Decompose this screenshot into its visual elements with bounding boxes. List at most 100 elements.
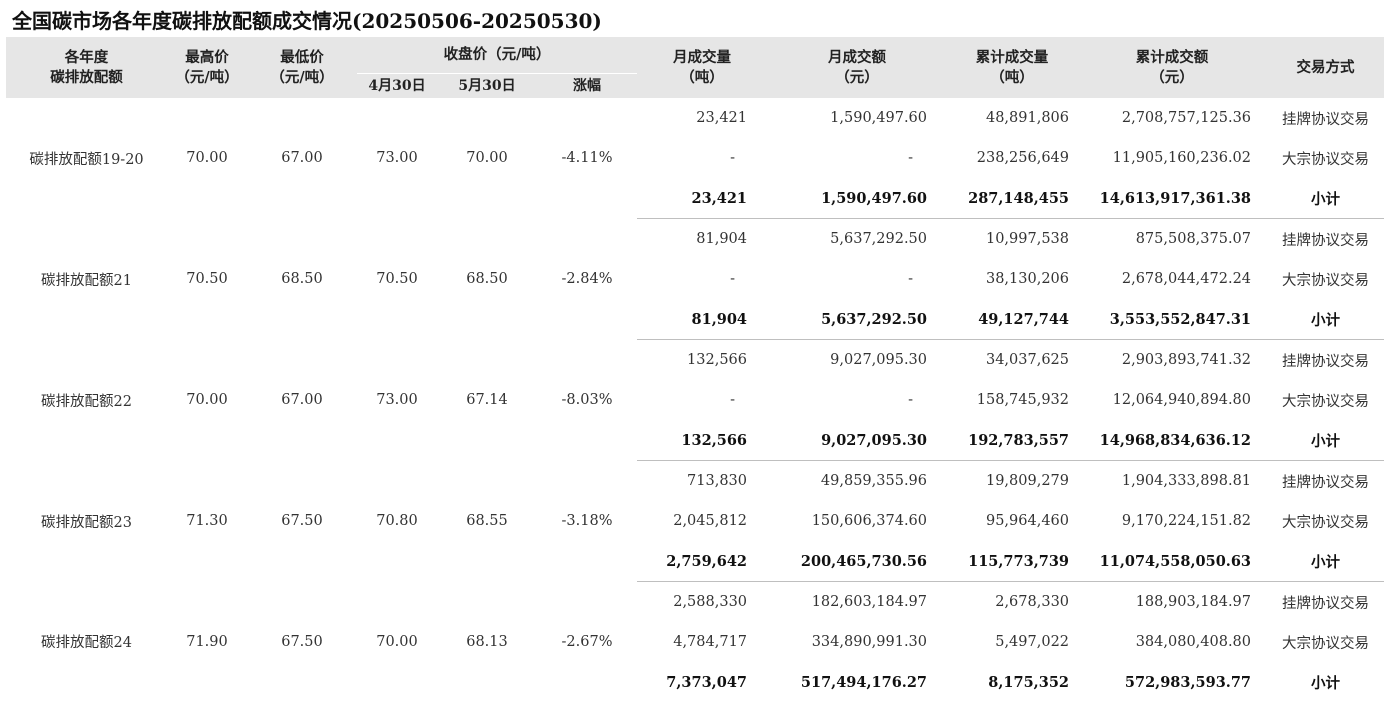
cumulative-amount: 12,064,940,894.80 xyxy=(1077,380,1267,420)
month-volume: 81,904 xyxy=(637,299,767,340)
header-change: 涨幅 xyxy=(537,74,637,99)
cumulative-amount: 11,905,160,236.02 xyxy=(1077,138,1267,178)
low-price: 67.00 xyxy=(247,98,357,219)
month-volume: 713,830 xyxy=(637,461,767,502)
low-price: 68.50 xyxy=(247,219,357,340)
month-volume: - xyxy=(637,380,767,420)
high-price: 70.00 xyxy=(167,98,247,219)
allowance-name: 碳排放配额22 xyxy=(6,340,167,461)
close-apr30: 70.50 xyxy=(357,219,437,340)
cumulative-amount: 1,904,333,898.81 xyxy=(1077,461,1267,502)
price-change: -4.11% xyxy=(537,98,637,219)
cumulative-amount: 384,080,408.80 xyxy=(1077,622,1267,662)
cumulative-amount: 2,678,044,472.24 xyxy=(1077,259,1267,299)
price-change: -8.03% xyxy=(537,340,637,461)
cumulative-volume: 158,745,932 xyxy=(947,380,1077,420)
month-volume: 23,421 xyxy=(637,98,767,138)
allowance-name: 碳排放配额24 xyxy=(6,582,167,702)
cumulative-amount: 2,708,757,125.36 xyxy=(1077,98,1267,138)
cumulative-volume: 8,175,352 xyxy=(947,662,1077,702)
cumulative-volume: 5,497,022 xyxy=(947,622,1077,662)
month-volume: 2,588,330 xyxy=(637,582,767,623)
header-month-volume: 月成交量 （吨） xyxy=(637,37,767,98)
cumulative-amount: 9,170,224,151.82 xyxy=(1077,501,1267,541)
cumulative-volume: 38,130,206 xyxy=(947,259,1077,299)
trade-method: 小计 xyxy=(1267,420,1384,461)
cumulative-volume: 48,891,806 xyxy=(947,98,1077,138)
close-apr30: 73.00 xyxy=(357,98,437,219)
month-volume: 2,759,642 xyxy=(637,541,767,582)
month-volume: 2,045,812 xyxy=(637,501,767,541)
header-close-price-group: 收盘价（元/吨） xyxy=(357,37,637,74)
month-amount: 5,637,292.50 xyxy=(767,219,947,260)
header-low-price: 最低价 （元/吨） xyxy=(247,37,357,98)
allowance-name: 碳排放配额19-20 xyxy=(6,98,167,219)
close-may30: 70.00 xyxy=(437,98,537,219)
close-may30: 68.55 xyxy=(437,461,537,582)
header-allowance: 各年度 碳排放配额 xyxy=(6,37,167,98)
cumulative-volume: 238,256,649 xyxy=(947,138,1077,178)
high-price: 71.90 xyxy=(167,582,247,702)
month-amount: - xyxy=(767,380,947,420)
month-volume: - xyxy=(637,138,767,178)
trade-method: 大宗协议交易 xyxy=(1267,138,1384,178)
month-volume: 132,566 xyxy=(637,420,767,461)
cumulative-amount: 188,903,184.97 xyxy=(1077,582,1267,623)
trade-method: 挂牌协议交易 xyxy=(1267,461,1384,502)
header-close-apr30: 4月30日 xyxy=(357,74,437,99)
cumulative-volume: 19,809,279 xyxy=(947,461,1077,502)
trade-method: 挂牌协议交易 xyxy=(1267,98,1384,138)
month-volume: 23,421 xyxy=(637,178,767,219)
cumulative-amount: 14,613,917,361.38 xyxy=(1077,178,1267,219)
cumulative-volume: 10,997,538 xyxy=(947,219,1077,260)
header-trade-method: 交易方式 xyxy=(1267,37,1384,98)
close-apr30: 70.80 xyxy=(357,461,437,582)
allowance-name: 碳排放配额21 xyxy=(6,219,167,340)
page-title: 全国碳市场各年度碳排放配额成交情况(20250506-20250530) xyxy=(12,7,602,35)
header-cumulative-volume: 累计成交量 （吨） xyxy=(947,37,1077,98)
close-apr30: 73.00 xyxy=(357,340,437,461)
month-amount: 150,606,374.60 xyxy=(767,501,947,541)
trade-method: 挂牌协议交易 xyxy=(1267,219,1384,260)
cumulative-amount: 3,553,552,847.31 xyxy=(1077,299,1267,340)
cumulative-volume: 2,678,330 xyxy=(947,582,1077,623)
month-amount: 517,494,176.27 xyxy=(767,662,947,702)
header-close-may30: 5月30日 xyxy=(437,74,537,99)
low-price: 67.50 xyxy=(247,461,357,582)
header-month-amount: 月成交额 （元） xyxy=(767,37,947,98)
table-header: 各年度 碳排放配额 最高价 （元/吨） 最低价 （元/吨） 收盘价（元/吨） 月… xyxy=(6,37,1384,98)
month-amount: 1,590,497.60 xyxy=(767,98,947,138)
trade-method: 挂牌协议交易 xyxy=(1267,582,1384,623)
month-amount: 334,890,991.30 xyxy=(767,622,947,662)
close-may30: 68.50 xyxy=(437,219,537,340)
month-amount: 49,859,355.96 xyxy=(767,461,947,502)
cumulative-amount: 875,508,375.07 xyxy=(1077,219,1267,260)
cumulative-amount: 572,983,593.77 xyxy=(1077,662,1267,702)
cumulative-volume: 34,037,625 xyxy=(947,340,1077,381)
allowance-name: 碳排放配额23 xyxy=(6,461,167,582)
cumulative-amount: 14,968,834,636.12 xyxy=(1077,420,1267,461)
close-may30: 68.13 xyxy=(437,582,537,702)
header-high-price: 最高价 （元/吨） xyxy=(167,37,247,98)
cumulative-volume: 95,964,460 xyxy=(947,501,1077,541)
low-price: 67.50 xyxy=(247,582,357,702)
price-change: -2.84% xyxy=(537,219,637,340)
trade-method: 大宗协议交易 xyxy=(1267,380,1384,420)
price-change: -2.67% xyxy=(537,582,637,702)
close-apr30: 70.00 xyxy=(357,582,437,702)
month-volume: 132,566 xyxy=(637,340,767,381)
cumulative-amount: 2,903,893,741.32 xyxy=(1077,340,1267,381)
trade-method: 小计 xyxy=(1267,299,1384,340)
month-amount: 9,027,095.30 xyxy=(767,420,947,461)
cumulative-volume: 115,773,739 xyxy=(947,541,1077,582)
month-amount: 9,027,095.30 xyxy=(767,340,947,381)
price-change: -3.18% xyxy=(537,461,637,582)
trade-method: 小计 xyxy=(1267,541,1384,582)
month-amount: - xyxy=(767,138,947,178)
month-amount: - xyxy=(767,259,947,299)
trade-method: 大宗协议交易 xyxy=(1267,259,1384,299)
